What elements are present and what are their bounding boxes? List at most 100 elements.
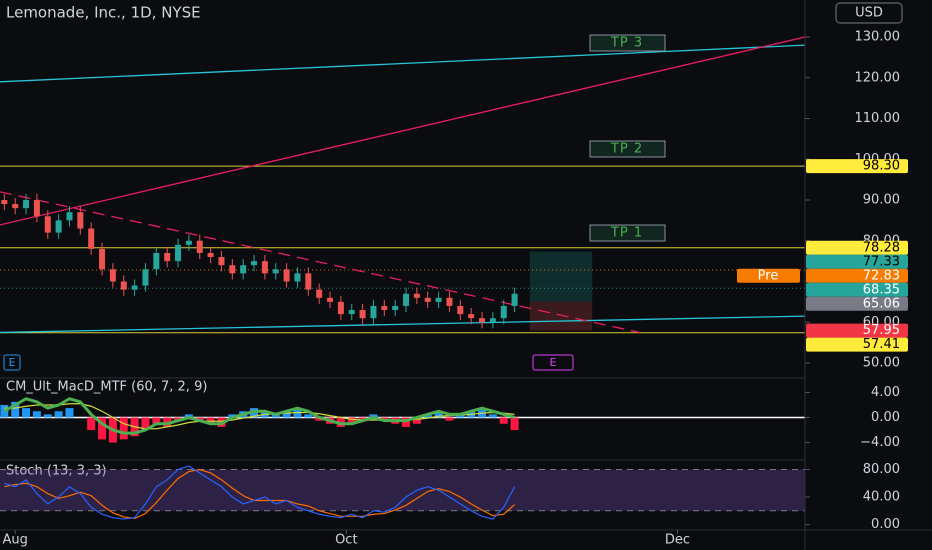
macd-histogram [43,414,52,418]
candle-body [12,204,19,209]
candle-body [109,269,116,282]
macd-histogram [304,414,313,418]
candle-body [153,252,160,270]
macd-histogram [445,417,454,421]
x-tick-label: Aug [3,533,28,548]
price-label: 57.95 [863,323,900,338]
chart-title: Lemonade, Inc., 1D, NYSE [6,4,201,22]
plot-area: CM_Ult_MacD_MTF (60, 7, 2, 9) Stoch (13, … [0,36,806,520]
tp-box [589,224,666,242]
price-label-box [806,240,908,255]
price-label-box [806,254,908,269]
macd-histogram [152,417,161,424]
candle-body [359,310,366,319]
stoch-band [0,469,805,511]
candle-body [511,293,518,306]
candle-body [305,273,312,290]
candle-body [468,314,475,319]
macd-histogram [184,414,193,418]
macd-histogram [315,417,324,421]
candle-body [500,305,507,319]
macd-histogram [141,417,150,430]
earnings-marker[interactable] [3,354,21,371]
candle-body [251,261,258,266]
price-label-box [806,282,908,297]
signal-line [4,403,515,430]
macd-histogram [412,417,421,424]
macd-histogram [87,417,96,430]
candle-body [196,240,203,253]
candle-body [99,248,106,270]
macd-histogram [271,414,280,418]
y-tick-label: 120.00 [855,70,901,85]
candle-body [164,252,171,262]
candle-body [294,273,301,282]
macd-histogram [380,417,389,421]
stoch-k [4,465,516,520]
price-label: 78.28 [863,240,900,255]
earnings-text[interactable]: E [9,356,16,369]
price-label-box [806,323,908,338]
price-label: 57.41 [863,337,900,352]
candle-body [348,310,355,315]
candle-body [381,305,388,311]
candle-body [23,200,30,209]
price-label: 68.35 [863,282,900,297]
macd-histogram [119,417,128,440]
macd-histogram [510,417,519,430]
candle-body [88,228,95,249]
currency-box[interactable] [835,2,903,24]
y-tick-label: 90.00 [863,193,900,208]
macd-histogram [456,414,465,418]
y-tick-label: 110.00 [855,111,901,126]
y-tick-label: 130.00 [855,30,901,45]
price-label-box [806,268,908,283]
macd-histogram [336,417,345,427]
currency[interactable]: USD [855,6,883,21]
price-label-box [806,296,908,311]
candle-body [229,265,236,274]
y-tick-label: 40.00 [863,490,900,505]
candle-body [489,318,496,323]
candle-body [175,244,182,262]
macd-histogram [358,417,367,421]
candle-body [316,289,323,298]
y-tick-label: −4.00 [860,435,900,450]
price-axis: 130.00120.00110.00100.0090.0080.0070.006… [3,30,908,548]
candle-body [413,293,420,298]
candle-body [77,212,84,229]
macd-histogram [195,417,204,421]
trendline [0,191,640,334]
macd-histogram [282,411,291,418]
macd-histogram [54,411,63,418]
candle-body [457,305,464,315]
trendline [0,44,806,83]
candle-body [55,220,62,233]
stoch-d [4,468,515,519]
tp-box [589,34,666,52]
candle-body [370,305,377,319]
tag-box [737,268,800,283]
macd-histogram [65,408,74,418]
price-label: 65.06 [863,296,900,311]
earnings-text[interactable]: E [550,356,557,369]
tag-label: Pre [758,268,779,283]
macd-histogram [228,414,237,418]
macd-histogram [402,417,411,427]
trendline [0,315,806,334]
candle-body [142,269,149,286]
y-tick-label: 0.00 [871,410,900,425]
candle-body [435,297,442,302]
price-label: 98.30 [863,159,900,174]
candle-body [337,301,344,315]
tp-label: TP 3 [589,34,666,52]
macd-histogram [369,414,378,418]
trendline [0,36,806,226]
price-label: 77.33 [863,254,900,269]
x-tick-label: Dec [665,533,690,548]
tp-text: TP 2 [610,142,643,157]
macd-histogram [250,408,259,418]
earnings-marker[interactable] [532,354,574,371]
y-tick-label: 4.00 [871,385,900,400]
candle-body [218,257,225,266]
